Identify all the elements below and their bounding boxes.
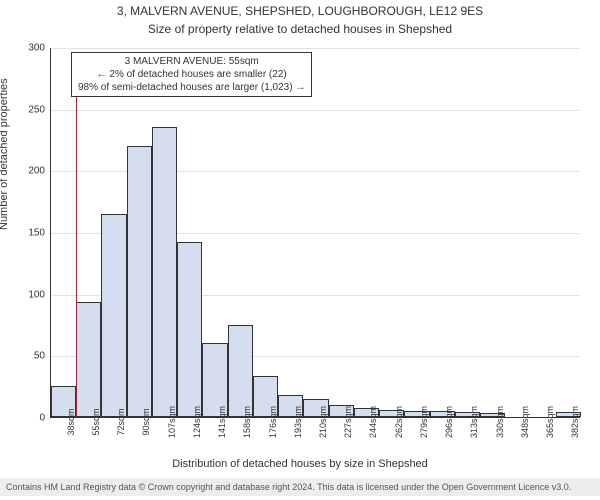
x-tick-label: 72sqm: [116, 408, 126, 435]
x-tick-label: 227sqm: [343, 406, 353, 438]
x-tick-label: 313sqm: [469, 406, 479, 438]
histogram-bar: [127, 146, 152, 417]
reference-line-mark: [76, 68, 77, 417]
x-tick-label: 244sqm: [368, 406, 378, 438]
x-tick-label: 124sqm: [192, 406, 202, 438]
plot-area: 3 MALVERN AVENUE: 55sqm ← 2% of detached…: [50, 48, 580, 418]
x-tick-label: 158sqm: [242, 406, 252, 438]
histogram-bar: [177, 242, 202, 417]
x-tick-label: 330sqm: [495, 406, 505, 438]
histogram-bar: [152, 127, 177, 417]
histogram-bar: [228, 325, 253, 418]
y-axis-title: Number of detached properties: [0, 78, 10, 230]
y-tick-label: 200: [28, 166, 45, 177]
x-tick-label: 296sqm: [444, 406, 454, 438]
x-tick-label: 90sqm: [141, 408, 151, 435]
chart-title-2: Size of property relative to detached ho…: [0, 22, 600, 36]
chart-title-1: 3, MALVERN AVENUE, SHEPSHED, LOUGHBOROUG…: [0, 4, 600, 18]
footer-text: Contains HM Land Registry data © Crown c…: [0, 478, 600, 496]
x-tick-label: 107sqm: [167, 406, 177, 438]
x-tick-label: 193sqm: [293, 406, 303, 438]
x-tick-label: 262sqm: [394, 406, 404, 438]
x-tick-label: 210sqm: [318, 406, 328, 438]
histogram-bar: [101, 214, 126, 418]
x-tick-label: 55sqm: [91, 408, 101, 435]
x-tick-label: 38sqm: [66, 408, 76, 435]
x-tick-label: 176sqm: [268, 406, 278, 438]
y-tick-label: 0: [39, 413, 45, 424]
x-tick-label: 382sqm: [570, 406, 580, 438]
histogram-bar: [76, 302, 101, 417]
y-tick-label: 300: [28, 43, 45, 54]
x-tick-label: 365sqm: [545, 406, 555, 438]
x-tick-label: 348sqm: [520, 406, 530, 438]
chart-container: 3, MALVERN AVENUE, SHEPSHED, LOUGHBOROUG…: [0, 0, 600, 500]
y-tick-label: 100: [28, 289, 45, 300]
annotation-line-1: 3 MALVERN AVENUE: 55sqm: [78, 55, 305, 68]
annotation-line-3: 98% of semi-detached houses are larger (…: [78, 81, 305, 94]
annotation-line-2: ← 2% of detached houses are smaller (22): [78, 68, 305, 81]
x-axis-title: Distribution of detached houses by size …: [0, 458, 600, 470]
x-tick-label: 141sqm: [217, 406, 227, 438]
y-tick-label: 250: [28, 104, 45, 115]
y-tick-label: 150: [28, 228, 45, 239]
x-tick-label: 279sqm: [419, 406, 429, 438]
y-tick-label: 50: [34, 351, 45, 362]
annotation-box: 3 MALVERN AVENUE: 55sqm ← 2% of detached…: [71, 52, 312, 97]
